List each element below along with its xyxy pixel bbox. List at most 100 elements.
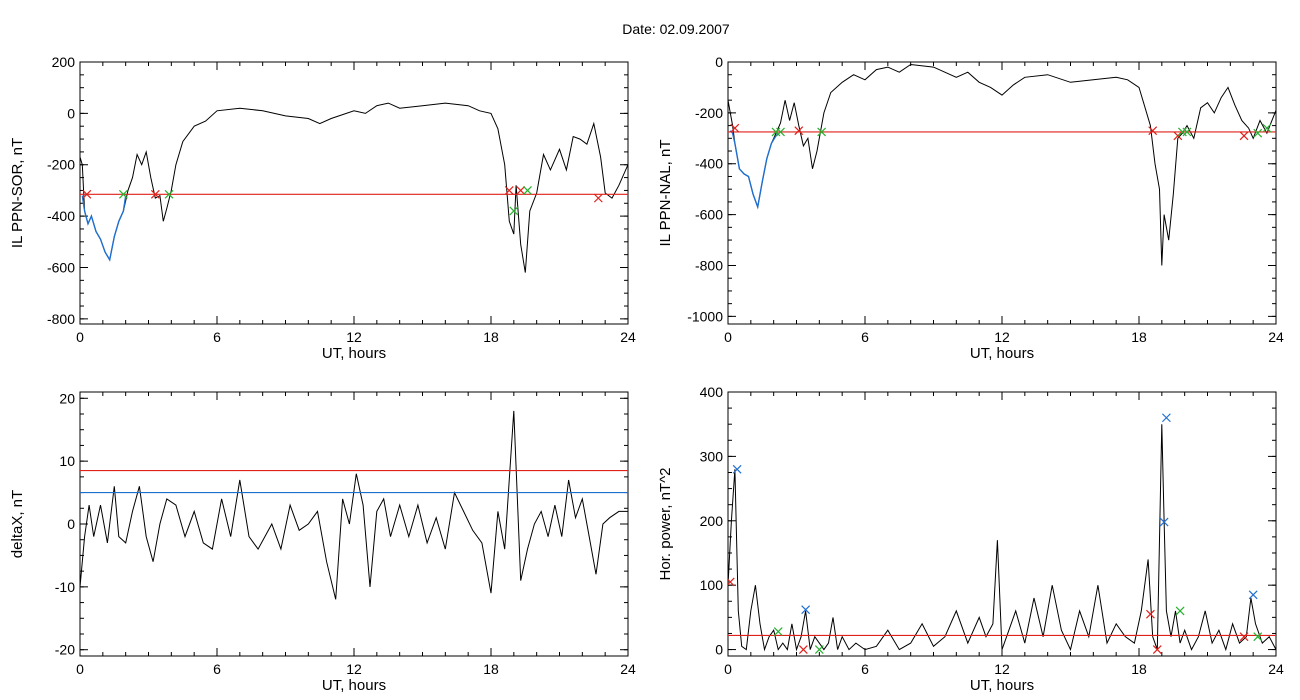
y-tick-label: -200 <box>695 105 723 121</box>
x-axis-label: UT, hours <box>970 345 1034 362</box>
series-line-0 <box>728 424 1276 652</box>
x-tick-label: 6 <box>213 329 221 345</box>
event-marker <box>1148 126 1158 136</box>
plot-area <box>728 63 1276 266</box>
event-marker <box>1239 131 1249 141</box>
y-axis-label: deltaX, nT <box>9 490 26 558</box>
series-line-0 <box>728 63 1276 266</box>
event-marker <box>1159 517 1169 527</box>
event-marker <box>728 577 735 587</box>
event-marker <box>773 627 783 636</box>
event-marker <box>504 186 514 195</box>
event-marker <box>794 126 804 136</box>
x-tick-label: 6 <box>861 329 869 345</box>
event-marker <box>164 189 174 199</box>
event-marker <box>1262 123 1272 133</box>
x-tick-label: 0 <box>76 661 84 677</box>
event-marker <box>1182 127 1192 137</box>
x-tick-label: 6 <box>861 661 869 677</box>
event-marker <box>1239 632 1249 642</box>
event-marker <box>1253 128 1263 138</box>
y-tick-label: 0 <box>67 105 75 121</box>
panel-il-ppn-nal: 0 6 12 18 24 -1000 -800 -600 -400 -200 0 UT, hours I… <box>657 54 1284 362</box>
event-marker <box>814 645 824 654</box>
event-marker <box>732 464 742 474</box>
x-tick-label: 0 <box>724 329 732 345</box>
series-line-1 <box>729 130 779 210</box>
y-tick-label: -600 <box>695 207 723 223</box>
x-tick-label: 12 <box>994 661 1010 677</box>
y-tick-label: -600 <box>47 259 75 275</box>
y-axis-label: Hor. power, nT^2 <box>657 468 674 581</box>
y-tick-label: -200 <box>47 157 75 173</box>
event-marker <box>1152 645 1162 654</box>
x-tick-label: 24 <box>620 329 636 345</box>
event-marker <box>82 189 92 199</box>
event-marker <box>798 645 808 654</box>
x-tick-label: 24 <box>1268 661 1284 677</box>
plot-area <box>80 410 628 600</box>
y-tick-label: -800 <box>695 257 723 273</box>
x-tick-label: 0 <box>724 661 732 677</box>
event-marker <box>516 186 526 195</box>
event-marker <box>776 127 785 137</box>
y-tick-label: -400 <box>695 156 723 172</box>
plot-area <box>728 413 1276 654</box>
x-tick-label: 18 <box>483 661 499 677</box>
event-marker <box>1145 609 1155 619</box>
y-tick-label: 100 <box>700 577 724 593</box>
plot-frame <box>727 391 1277 657</box>
y-tick-label: -400 <box>47 208 75 224</box>
y-tick-label: 10 <box>59 453 75 469</box>
event-marker <box>817 127 827 137</box>
y-tick-label: 20 <box>59 390 75 406</box>
y-tick-label: -10 <box>55 579 75 595</box>
x-tick-label: 24 <box>1268 329 1284 345</box>
x-tick-label: 12 <box>346 329 362 345</box>
x-tick-label: 18 <box>1131 661 1147 677</box>
plot-frame <box>79 61 629 325</box>
event-marker <box>1253 632 1263 642</box>
y-tick-label: -20 <box>55 642 75 658</box>
y-axis-label: IL PPN-NAL, nT <box>657 140 674 247</box>
y-tick-label: -800 <box>47 311 75 327</box>
event-marker <box>1161 413 1171 423</box>
x-tick-label: 12 <box>994 329 1010 345</box>
y-tick-label: 0 <box>67 516 75 532</box>
y-tick-label: 400 <box>700 384 724 400</box>
panel-deltax: 0 6 12 18 24 -20 -10 0 10 20 UT, hours deltaX, nT <box>9 390 636 694</box>
y-tick-label: 200 <box>52 54 76 70</box>
x-axis-label: UT, hours <box>322 345 386 362</box>
series-line-0 <box>80 410 628 600</box>
event-marker <box>118 189 128 199</box>
y-tick-label: -1000 <box>687 308 723 324</box>
series-line-1 <box>81 195 127 262</box>
plot-frame <box>727 61 1277 325</box>
panel-hor-power: 0 6 12 18 24 0 100 200 300 400 UT, hours Hor. power… <box>657 384 1284 694</box>
event-marker <box>523 186 532 195</box>
x-axis-label: UT, hours <box>322 677 386 694</box>
event-marker <box>593 193 603 203</box>
series-line-0 <box>80 102 628 273</box>
x-tick-label: 6 <box>213 661 221 677</box>
x-tick-label: 18 <box>483 329 499 345</box>
figure-title: Date: 02.09.2007 <box>622 21 730 37</box>
y-axis-label: IL PPN-SOR, nT <box>9 138 26 248</box>
x-tick-label: 12 <box>346 661 362 677</box>
event-marker <box>1248 590 1258 600</box>
event-marker <box>509 206 519 216</box>
x-axis-label: UT, hours <box>970 677 1034 694</box>
y-tick-label: 0 <box>715 54 723 70</box>
panel-il-ppn-sor: 0 6 12 18 24 -800 -600 -400 -200 0 200 UT, hours IL … <box>9 54 636 362</box>
event-marker <box>730 123 740 133</box>
x-tick-label: 0 <box>76 329 84 345</box>
y-tick-label: 0 <box>715 642 723 658</box>
event-marker <box>1175 606 1185 616</box>
x-tick-label: 24 <box>620 661 636 677</box>
event-marker <box>801 605 811 615</box>
x-tick-label: 18 <box>1131 329 1147 345</box>
y-tick-label: 300 <box>700 448 724 464</box>
y-tick-label: 200 <box>700 513 724 529</box>
plot-area <box>80 102 628 273</box>
